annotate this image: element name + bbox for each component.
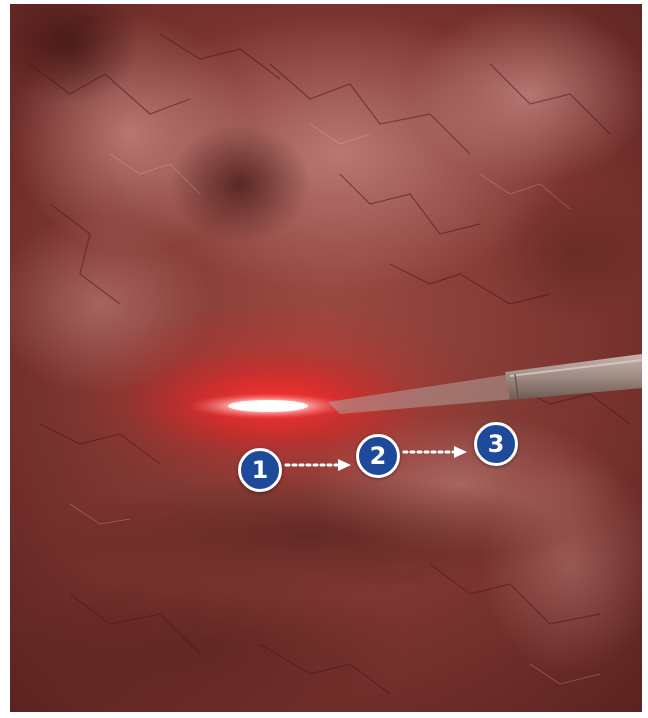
tissue-image-frame: 1 2 3 [10,4,642,712]
tissue-photo [10,4,642,712]
catheter-probe-icon [328,354,642,414]
step-marker-3: 3 [474,422,518,466]
step-marker-1: 1 [238,448,282,492]
dotted-arrow-icon [402,446,467,458]
dotted-arrow-icon [284,459,351,471]
step-marker-2: 2 [356,434,400,478]
